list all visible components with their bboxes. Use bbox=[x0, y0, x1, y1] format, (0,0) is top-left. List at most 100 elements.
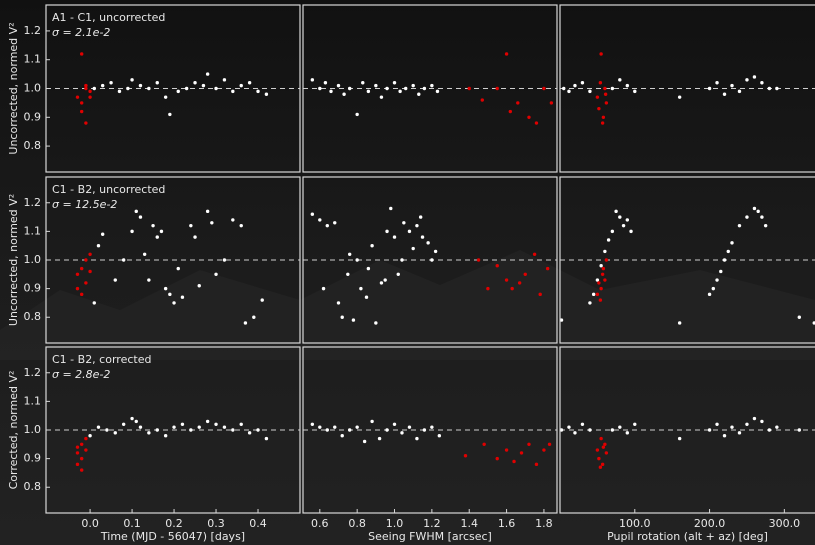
point bbox=[361, 81, 364, 84]
y-tick-label: 0.9 bbox=[24, 110, 42, 123]
point bbox=[719, 270, 722, 273]
point bbox=[168, 113, 171, 116]
point bbox=[764, 224, 767, 227]
point bbox=[76, 451, 79, 454]
point bbox=[139, 425, 142, 428]
point bbox=[464, 454, 467, 457]
point bbox=[393, 235, 396, 238]
point bbox=[341, 316, 344, 319]
x-tick-label: 1.0 bbox=[386, 517, 404, 530]
point bbox=[202, 84, 205, 87]
point bbox=[240, 84, 243, 87]
point bbox=[393, 423, 396, 426]
point bbox=[151, 224, 154, 227]
x-tick-label: 1.8 bbox=[535, 517, 553, 530]
point bbox=[130, 417, 133, 420]
point bbox=[156, 428, 159, 431]
point bbox=[193, 81, 196, 84]
point bbox=[185, 87, 188, 90]
point bbox=[380, 95, 383, 98]
point bbox=[599, 298, 602, 301]
point bbox=[114, 278, 117, 281]
point bbox=[611, 428, 614, 431]
point bbox=[415, 224, 418, 227]
x-tick-label: 1.4 bbox=[460, 517, 478, 530]
point bbox=[326, 428, 329, 431]
point bbox=[753, 75, 756, 78]
point bbox=[333, 221, 336, 224]
point bbox=[365, 296, 368, 299]
point bbox=[602, 445, 605, 448]
point bbox=[355, 425, 358, 428]
point bbox=[596, 448, 599, 451]
point bbox=[601, 273, 604, 276]
point bbox=[760, 215, 763, 218]
point bbox=[76, 273, 79, 276]
x-tick-label: 0.6 bbox=[311, 517, 329, 530]
point bbox=[730, 241, 733, 244]
point bbox=[768, 428, 771, 431]
point bbox=[80, 443, 83, 446]
point bbox=[84, 258, 87, 261]
point bbox=[602, 116, 605, 119]
point bbox=[538, 293, 541, 296]
point bbox=[775, 87, 778, 90]
point bbox=[248, 431, 251, 434]
point bbox=[348, 253, 351, 256]
annotation: σ = 2.8e-2 bbox=[52, 368, 110, 381]
point bbox=[581, 423, 584, 426]
x-tick-label: 100.0 bbox=[619, 517, 651, 530]
point bbox=[311, 213, 314, 216]
point bbox=[607, 238, 610, 241]
point bbox=[411, 84, 414, 87]
point bbox=[727, 250, 730, 253]
point bbox=[210, 221, 213, 224]
point bbox=[88, 434, 91, 437]
point bbox=[678, 437, 681, 440]
point bbox=[753, 417, 756, 420]
point bbox=[496, 87, 499, 90]
point bbox=[708, 428, 711, 431]
point bbox=[359, 287, 362, 290]
point bbox=[404, 87, 407, 90]
point bbox=[604, 93, 607, 96]
point bbox=[775, 425, 778, 428]
x-tick-label: 1.6 bbox=[498, 517, 516, 530]
point bbox=[80, 457, 83, 460]
point bbox=[318, 218, 321, 221]
x-tick-label: 0.3 bbox=[207, 517, 225, 530]
point bbox=[337, 301, 340, 304]
point bbox=[181, 423, 184, 426]
point bbox=[397, 273, 400, 276]
point bbox=[147, 278, 150, 281]
x-tick-label: 300.0 bbox=[769, 517, 801, 530]
point bbox=[355, 113, 358, 116]
point bbox=[80, 293, 83, 296]
point bbox=[385, 87, 388, 90]
point bbox=[505, 278, 508, 281]
point bbox=[415, 437, 418, 440]
point bbox=[80, 468, 83, 471]
point bbox=[738, 90, 741, 93]
point bbox=[581, 81, 584, 84]
point bbox=[76, 95, 79, 98]
point bbox=[393, 81, 396, 84]
x-axis-label: Time (MJD - 56047) [days] bbox=[100, 530, 245, 543]
y-tick-label: 1.0 bbox=[24, 253, 42, 266]
point bbox=[80, 101, 83, 104]
point bbox=[105, 428, 108, 431]
point bbox=[93, 301, 96, 304]
point bbox=[542, 448, 545, 451]
point bbox=[355, 258, 358, 261]
point bbox=[723, 93, 726, 96]
point bbox=[486, 287, 489, 290]
point bbox=[715, 278, 718, 281]
point bbox=[122, 423, 125, 426]
point bbox=[596, 95, 599, 98]
point bbox=[505, 52, 508, 55]
point bbox=[76, 463, 79, 466]
point bbox=[588, 428, 591, 431]
point bbox=[88, 253, 91, 256]
point bbox=[101, 233, 104, 236]
point bbox=[599, 81, 602, 84]
